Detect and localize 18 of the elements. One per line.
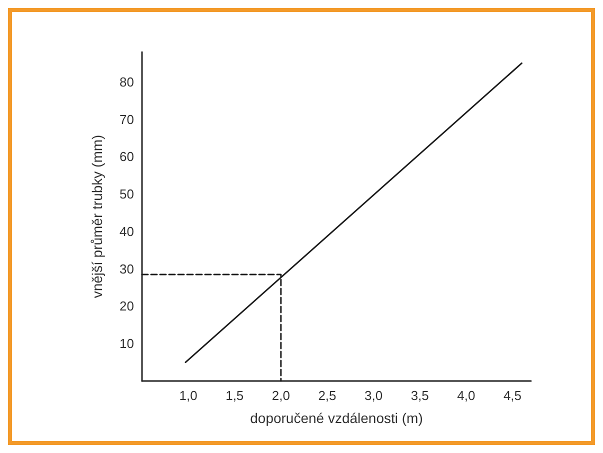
y-tick-label: 40 <box>120 224 134 239</box>
y-axis-title: vnější průměr trubky (mm) <box>89 134 105 298</box>
x-tick-label: 3,0 <box>364 388 383 403</box>
x-tick-label: 2,5 <box>318 388 336 403</box>
x-tick-label: 1,5 <box>226 388 244 403</box>
x-tick-label: 4,0 <box>457 388 476 403</box>
x-tick-label: 4,5 <box>503 388 522 403</box>
y-tick-label: 60 <box>120 149 134 164</box>
y-tick-label: 30 <box>120 261 134 276</box>
x-axis-title: doporučené vzdálenosti (m) <box>250 410 423 426</box>
x-tick-label: 1,0 <box>179 388 198 403</box>
y-tick-label: 70 <box>120 112 134 127</box>
x-tick-label: 2,0 <box>272 388 290 403</box>
y-tick-label: 10 <box>120 336 134 352</box>
y-tick-label: 50 <box>120 186 134 202</box>
x-tick-label: 3,5 <box>410 388 429 403</box>
y-tick-label: 20 <box>120 298 134 314</box>
y-tick-label: 80 <box>120 74 134 90</box>
